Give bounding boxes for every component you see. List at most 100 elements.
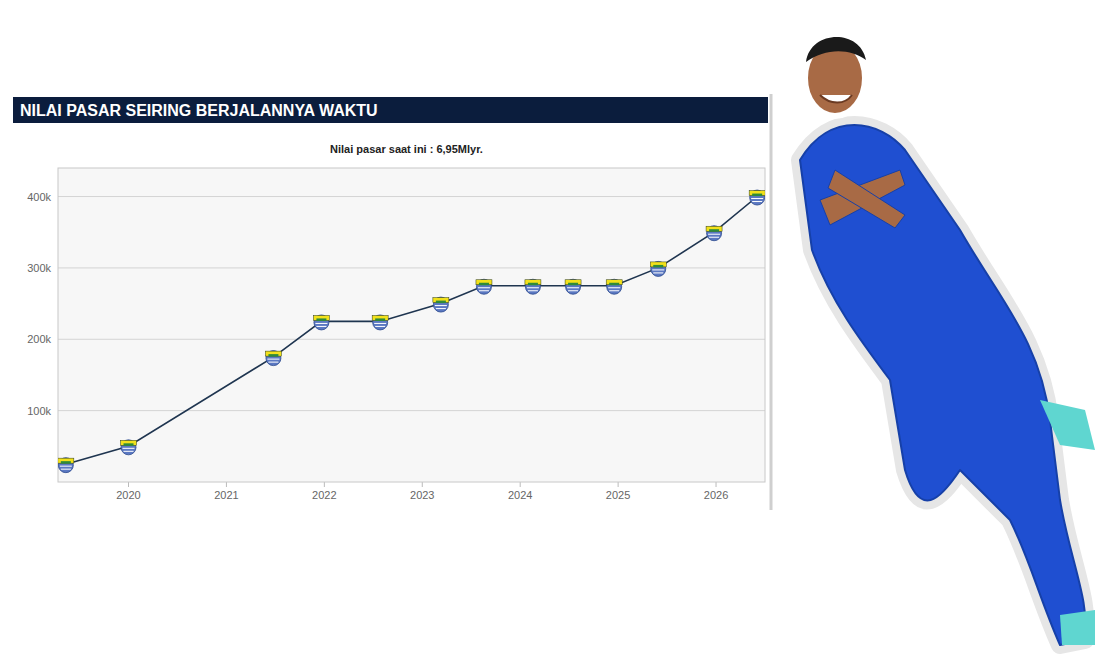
x-tick — [226, 482, 227, 487]
y-tick-label: 200k — [27, 333, 51, 345]
badge-stripe — [61, 469, 71, 470]
plot-area — [58, 168, 765, 482]
badge-top — [606, 280, 622, 285]
arm — [828, 170, 905, 228]
x-tick-label: 2023 — [410, 489, 434, 501]
y-tick-label: 100k — [27, 405, 51, 417]
badge-body — [433, 297, 448, 312]
marker — [525, 279, 541, 294]
x-tick-label: 2024 — [508, 489, 532, 501]
badge-stripe — [316, 326, 326, 327]
badge-body — [373, 315, 388, 330]
header-bar — [13, 97, 768, 123]
marker — [565, 279, 581, 294]
marker — [650, 261, 666, 276]
badge-top — [706, 226, 722, 231]
panel — [13, 94, 770, 510]
x-tick-label: 2020 — [116, 489, 140, 501]
badge-stripe — [609, 290, 619, 291]
panel-edge — [770, 94, 773, 510]
badge-top — [525, 280, 541, 285]
badge-stripe — [709, 237, 719, 238]
badge-stripe — [608, 287, 620, 288]
player-figure — [800, 37, 1095, 645]
badge-top — [313, 315, 329, 320]
y-tick-label: 300k — [27, 262, 51, 274]
badge-band — [436, 301, 446, 304]
badge-band — [709, 229, 719, 232]
page: NILAI PASAR SEIRING BERJALANNYA WAKTU Nil… — [0, 0, 1100, 657]
badge-band — [375, 318, 385, 321]
x-tick-label: 2022 — [312, 489, 336, 501]
badge-band — [752, 194, 762, 197]
badge-top — [58, 458, 74, 463]
x-tick — [128, 482, 129, 487]
badge-body — [651, 261, 666, 276]
badge-stripe — [435, 305, 447, 306]
x-tick — [324, 482, 325, 487]
boot — [1060, 610, 1095, 645]
badge-top — [476, 280, 492, 285]
badge-stripe — [479, 290, 489, 291]
badge-stripe — [268, 362, 278, 363]
badge-stripe — [375, 326, 385, 327]
hair — [806, 37, 866, 62]
badge-band — [653, 265, 663, 268]
badge-stripe — [527, 287, 539, 288]
badge-stripe — [478, 287, 490, 288]
x-tick — [716, 482, 717, 487]
badge-stripe — [751, 198, 763, 199]
badge-body — [121, 440, 136, 455]
title: NILAI PASAR SEIRING BERJALANNYA WAKTU — [20, 102, 378, 119]
badge-stripe — [124, 451, 134, 452]
badge-body — [707, 226, 722, 241]
x-tick — [520, 482, 521, 487]
marker — [121, 440, 137, 455]
badge-stripe — [652, 269, 664, 270]
value-line — [66, 197, 757, 465]
grid-line — [58, 339, 765, 340]
badge-stripe — [708, 234, 720, 235]
jersey — [800, 125, 1086, 645]
badge-body — [266, 351, 281, 366]
y-tick-label: 400k — [27, 191, 51, 203]
marker — [58, 458, 74, 473]
badge-stripe — [528, 290, 538, 291]
badge-band — [124, 443, 134, 446]
badge-band — [268, 354, 278, 357]
grid-line — [58, 410, 765, 411]
badge-band — [528, 283, 538, 286]
marker — [606, 279, 622, 294]
badge-stripe — [567, 287, 579, 288]
badge-stripe — [123, 448, 135, 449]
data-group — [58, 190, 765, 473]
x-tick — [618, 482, 619, 487]
badge-band — [609, 283, 619, 286]
badge-band — [568, 283, 578, 286]
badge-stripe — [436, 308, 446, 309]
grid-line — [58, 196, 765, 197]
subtitle: Nilai pasar saat ini : 6,95Mlyr. — [330, 143, 483, 155]
badge-band — [61, 461, 71, 464]
x-tick-label: 2021 — [214, 489, 238, 501]
badge-stripe — [752, 201, 762, 202]
marker — [372, 315, 388, 330]
marker — [265, 351, 281, 366]
badge-body — [750, 190, 765, 205]
badge-band — [316, 318, 326, 321]
marker — [749, 190, 765, 205]
badge-stripe — [568, 290, 578, 291]
badge-body — [566, 279, 581, 294]
badge-top — [372, 315, 388, 320]
badge-top — [265, 351, 281, 356]
plot-frame — [58, 168, 765, 482]
x-tick — [422, 482, 423, 487]
badge-body — [607, 279, 622, 294]
marker — [433, 297, 449, 312]
badge-body — [314, 315, 329, 330]
badge-body — [525, 279, 540, 294]
badge-band — [479, 283, 489, 286]
badge-body — [476, 279, 491, 294]
badge-top — [650, 262, 666, 267]
outline — [800, 125, 1086, 645]
